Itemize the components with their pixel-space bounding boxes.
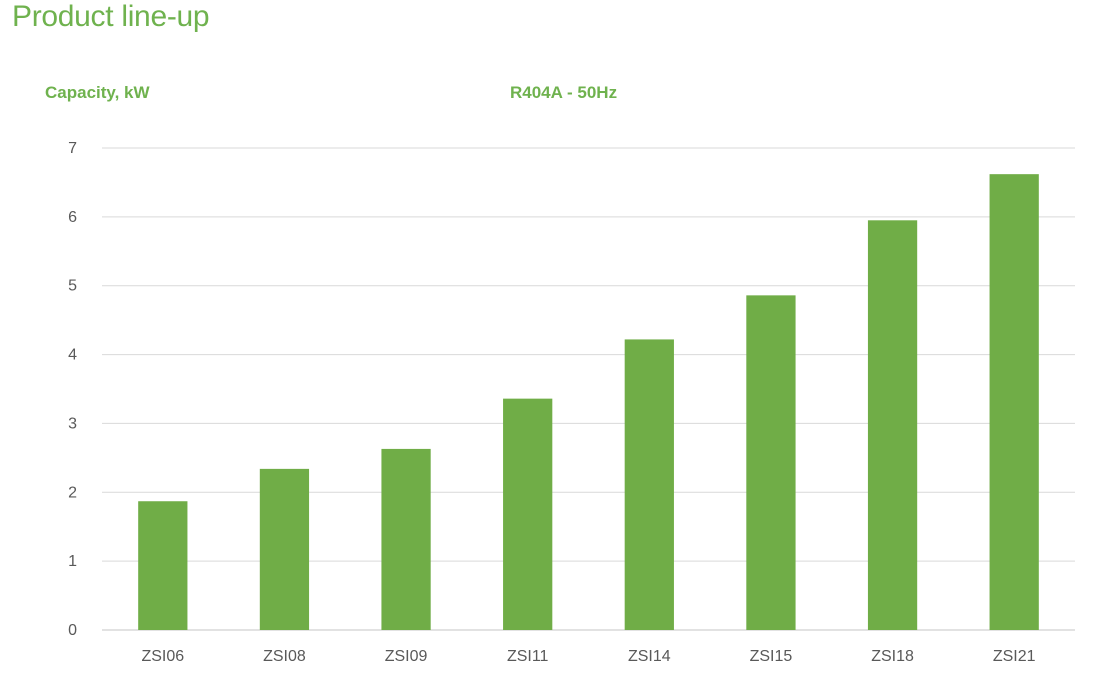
y-tick-label: 2 [68,484,77,501]
x-axis-ticks: ZSI06 ZSI08 ZSI09 ZSI11 ZSI14 ZSI15 ZSI18 ZSI21 [141,648,1035,665]
x-tick-label: ZSI18 [871,648,914,665]
bar-zsi08 [259,468,310,630]
y-tick-label: 0 [68,622,77,639]
chart-title: R404A - 50Hz [510,83,618,102]
x-tick-label: ZSI09 [385,648,428,665]
y-tick-label: 6 [68,209,77,226]
page-title: Product line-up [12,0,210,33]
y-tick-label: 7 [68,140,77,157]
bar-zsi11 [503,398,553,630]
x-tick-label: ZSI14 [628,648,671,665]
bar-zsi14 [624,339,674,630]
bar-zsi21 [989,174,1039,630]
bar-zsi15 [746,295,796,630]
y-tick-label: 5 [68,278,77,295]
y-tick-label: 1 [68,553,77,570]
x-tick-label: ZSI21 [993,648,1036,665]
x-tick-label: ZSI15 [750,648,793,665]
bar-zsi09 [381,448,431,630]
y-tick-label: 3 [68,415,77,432]
bar-zsi06 [138,501,188,630]
y-axis-title: Capacity, kW [45,83,150,102]
y-axis-ticks: 0 1 2 3 4 5 6 7 [68,140,77,639]
y-tick-label: 4 [68,347,77,364]
bar-zsi18 [867,220,918,631]
x-tick-label: ZSI06 [141,648,184,665]
x-tick-label: ZSI11 [507,648,549,665]
bars [138,174,1039,631]
gridlines [102,147,1075,631]
x-tick-label: ZSI08 [263,648,306,665]
